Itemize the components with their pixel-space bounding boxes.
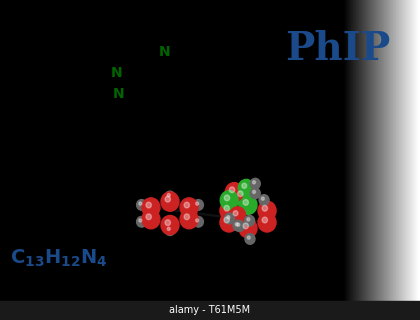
Circle shape: [196, 202, 199, 205]
Circle shape: [146, 214, 151, 220]
Circle shape: [235, 223, 238, 226]
Text: PhIP: PhIP: [285, 30, 390, 68]
Circle shape: [136, 216, 147, 227]
Circle shape: [180, 198, 198, 217]
Circle shape: [261, 197, 264, 200]
Circle shape: [139, 219, 142, 222]
Circle shape: [193, 216, 203, 227]
Circle shape: [229, 187, 235, 193]
Circle shape: [161, 192, 179, 211]
Text: N: N: [111, 66, 123, 80]
Circle shape: [146, 202, 151, 208]
Circle shape: [238, 180, 254, 196]
Circle shape: [220, 201, 238, 220]
Circle shape: [136, 200, 147, 210]
Circle shape: [239, 219, 257, 238]
Circle shape: [252, 181, 255, 184]
Circle shape: [233, 220, 243, 231]
Circle shape: [243, 223, 249, 229]
Circle shape: [258, 201, 276, 220]
Circle shape: [184, 202, 189, 208]
Circle shape: [165, 191, 175, 202]
Text: NH₂: NH₂: [122, 75, 146, 88]
Circle shape: [165, 196, 171, 202]
Circle shape: [233, 211, 238, 216]
Text: H₃C: H₃C: [90, 105, 113, 118]
Circle shape: [161, 215, 179, 235]
Circle shape: [167, 227, 170, 230]
Circle shape: [262, 205, 268, 211]
Text: $\mathregular{C_{13}H_{12}N_4}$: $\mathregular{C_{13}H_{12}N_4}$: [10, 247, 108, 269]
Circle shape: [247, 218, 250, 221]
Text: N: N: [159, 45, 171, 59]
Text: alamy - T61M5M: alamy - T61M5M: [169, 305, 251, 316]
Circle shape: [234, 187, 252, 206]
Circle shape: [242, 183, 247, 188]
Circle shape: [244, 215, 255, 226]
Circle shape: [227, 216, 230, 219]
Circle shape: [225, 213, 235, 224]
Circle shape: [243, 200, 249, 205]
Circle shape: [245, 234, 255, 244]
Circle shape: [250, 178, 260, 189]
Circle shape: [193, 200, 203, 210]
Circle shape: [262, 217, 268, 223]
Text: N: N: [113, 87, 124, 101]
Circle shape: [220, 213, 238, 232]
Circle shape: [235, 221, 244, 231]
Circle shape: [139, 202, 142, 205]
Circle shape: [224, 195, 230, 201]
Circle shape: [224, 205, 229, 211]
Circle shape: [142, 210, 160, 229]
Circle shape: [237, 223, 240, 226]
Circle shape: [142, 198, 160, 217]
Circle shape: [247, 236, 250, 239]
Circle shape: [238, 191, 243, 197]
Circle shape: [225, 183, 243, 202]
Circle shape: [259, 195, 269, 205]
Circle shape: [239, 195, 257, 214]
Circle shape: [230, 207, 246, 224]
Circle shape: [180, 210, 198, 229]
Circle shape: [196, 219, 199, 222]
Bar: [0, 301, 420, 320]
Circle shape: [165, 225, 175, 236]
Circle shape: [184, 214, 189, 220]
Circle shape: [250, 188, 260, 199]
Circle shape: [252, 190, 255, 194]
Circle shape: [258, 213, 276, 232]
Circle shape: [220, 191, 238, 210]
Circle shape: [165, 220, 171, 226]
Circle shape: [224, 217, 229, 223]
Circle shape: [167, 194, 170, 197]
